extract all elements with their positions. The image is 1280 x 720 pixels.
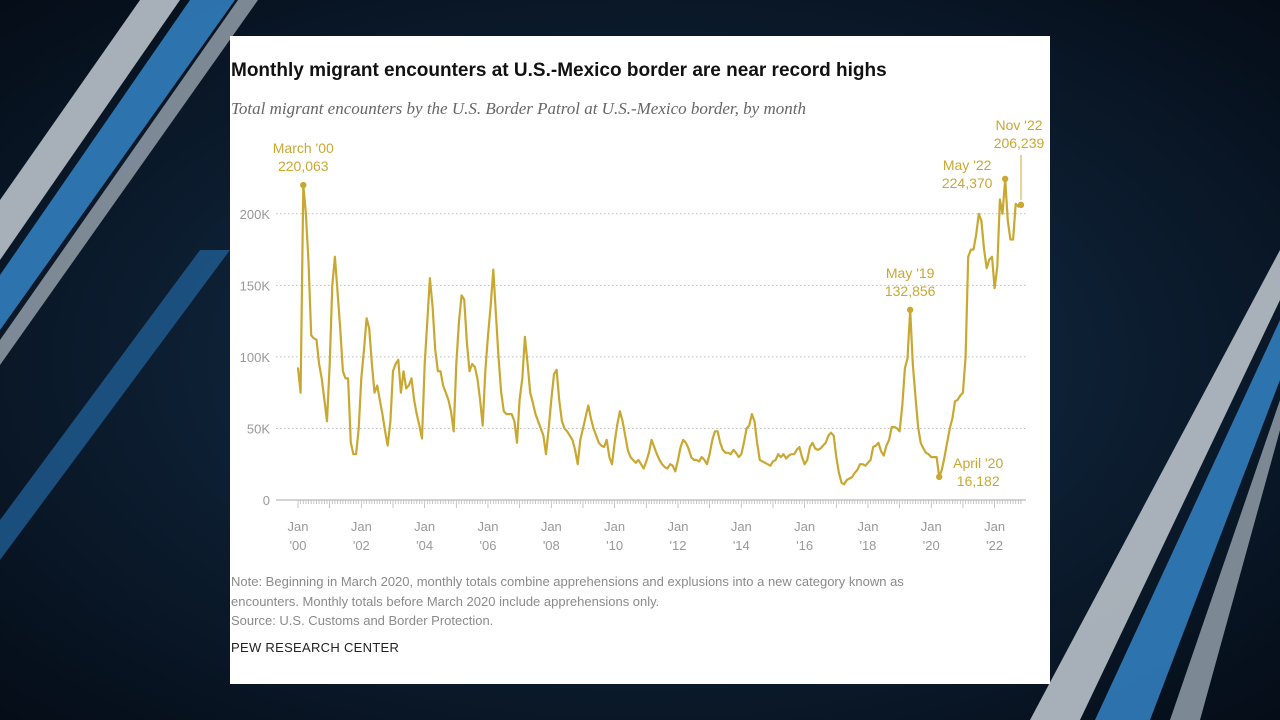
left-stripe-gray-2 [0, 0, 258, 365]
x-tick-label-year: '22 [986, 538, 1003, 553]
y-tick-label: 100K [240, 350, 271, 365]
brand-label: PEW RESEARCH CENTER [231, 640, 400, 655]
y-tick-label: 50K [247, 421, 270, 436]
chart-subtitle: Total migrant encounters by the U.S. Bor… [231, 99, 806, 118]
x-tick-label-month: Jan [351, 519, 372, 534]
annotation-value: 132,856 [885, 283, 936, 299]
y-tick-label: 200K [240, 207, 271, 222]
annotation-point [936, 473, 943, 481]
x-tick-label-year: '14 [733, 538, 750, 553]
x-tick-label-year: '04 [416, 538, 433, 553]
x-tick-label-month: Jan [478, 519, 499, 534]
annotation-label: May '19 [886, 265, 935, 281]
right-stripe-blue [1095, 320, 1280, 720]
x-tick-label-year: '18 [859, 538, 876, 553]
source-line: Source: U.S. Customs and Border Protecti… [231, 613, 494, 628]
annotation-value: 220,063 [278, 158, 329, 174]
annotations: March '00 220,063 May '19 132,856 April '20 1… [273, 117, 1045, 489]
x-tick-label-month: Jan [857, 519, 878, 534]
encounters-series-line [296, 177, 1023, 486]
gridlines [276, 213, 1026, 429]
x-tick-label-year: '20 [923, 538, 940, 553]
x-tick-label-month: Jan [794, 519, 815, 534]
note-line-2: encounters. Monthly totals before March … [231, 593, 660, 609]
note-line-1: Note: Beginning in March 2020, monthly t… [231, 574, 904, 589]
right-stripe-gray-1 [1030, 250, 1280, 720]
annotation-point [300, 181, 307, 189]
left-stripe-blue [0, 0, 235, 330]
x-tick-label-month: Jan [414, 519, 435, 534]
chart-note: Note: Beginning in March 2020, monthly t… [231, 572, 1021, 631]
x-tick-label-year: '02 [353, 538, 370, 553]
x-tick-label-year: '12 [669, 538, 686, 553]
annotation-label: May '22 [943, 157, 992, 173]
x-tick-label-month: Jan [984, 519, 1005, 534]
x-tick-label-year: '00 [290, 538, 307, 553]
x-tick-label-month: Jan [921, 519, 942, 534]
left-stripe-gray-1 [0, 0, 180, 260]
axes: 0 50K 100K 150K 200K Jan '00 Jan '02 Jan '04 Jan '06… [240, 207, 1026, 553]
y-tick-label: 0 [263, 493, 270, 508]
x-tick-label-month: Jan [288, 519, 309, 534]
annotation-value: 16,182 [957, 473, 1000, 489]
annotation-point [906, 306, 914, 314]
x-tick-label-year: '16 [796, 538, 813, 553]
y-tick-label: 150K [240, 278, 271, 293]
x-tick-label-month: Jan [604, 519, 625, 534]
x-tick-label-month: Jan [731, 519, 752, 534]
series-layer [296, 177, 1023, 486]
annotation-label: March '00 [273, 140, 334, 156]
x-tick-label-month: Jan [667, 519, 688, 534]
right-stripe-gray-2 [1170, 400, 1280, 720]
left-stripe-blue-2 [0, 250, 230, 560]
x-tick-label-year: '08 [543, 538, 560, 553]
x-tick-label-year: '10 [606, 538, 623, 553]
annotation-point [1001, 175, 1009, 183]
x-tick-label-month: Jan [541, 519, 562, 534]
annotation-label: Nov '22 [995, 117, 1042, 133]
annotation-value: 206,239 [994, 135, 1045, 151]
annotation-value: 224,370 [942, 175, 993, 191]
x-tick-label-year: '06 [480, 538, 497, 553]
annotation-label: April '20 [953, 455, 1003, 471]
annotation-point [1017, 201, 1025, 209]
chart-title: Monthly migrant encounters at U.S.-Mexic… [231, 60, 887, 81]
